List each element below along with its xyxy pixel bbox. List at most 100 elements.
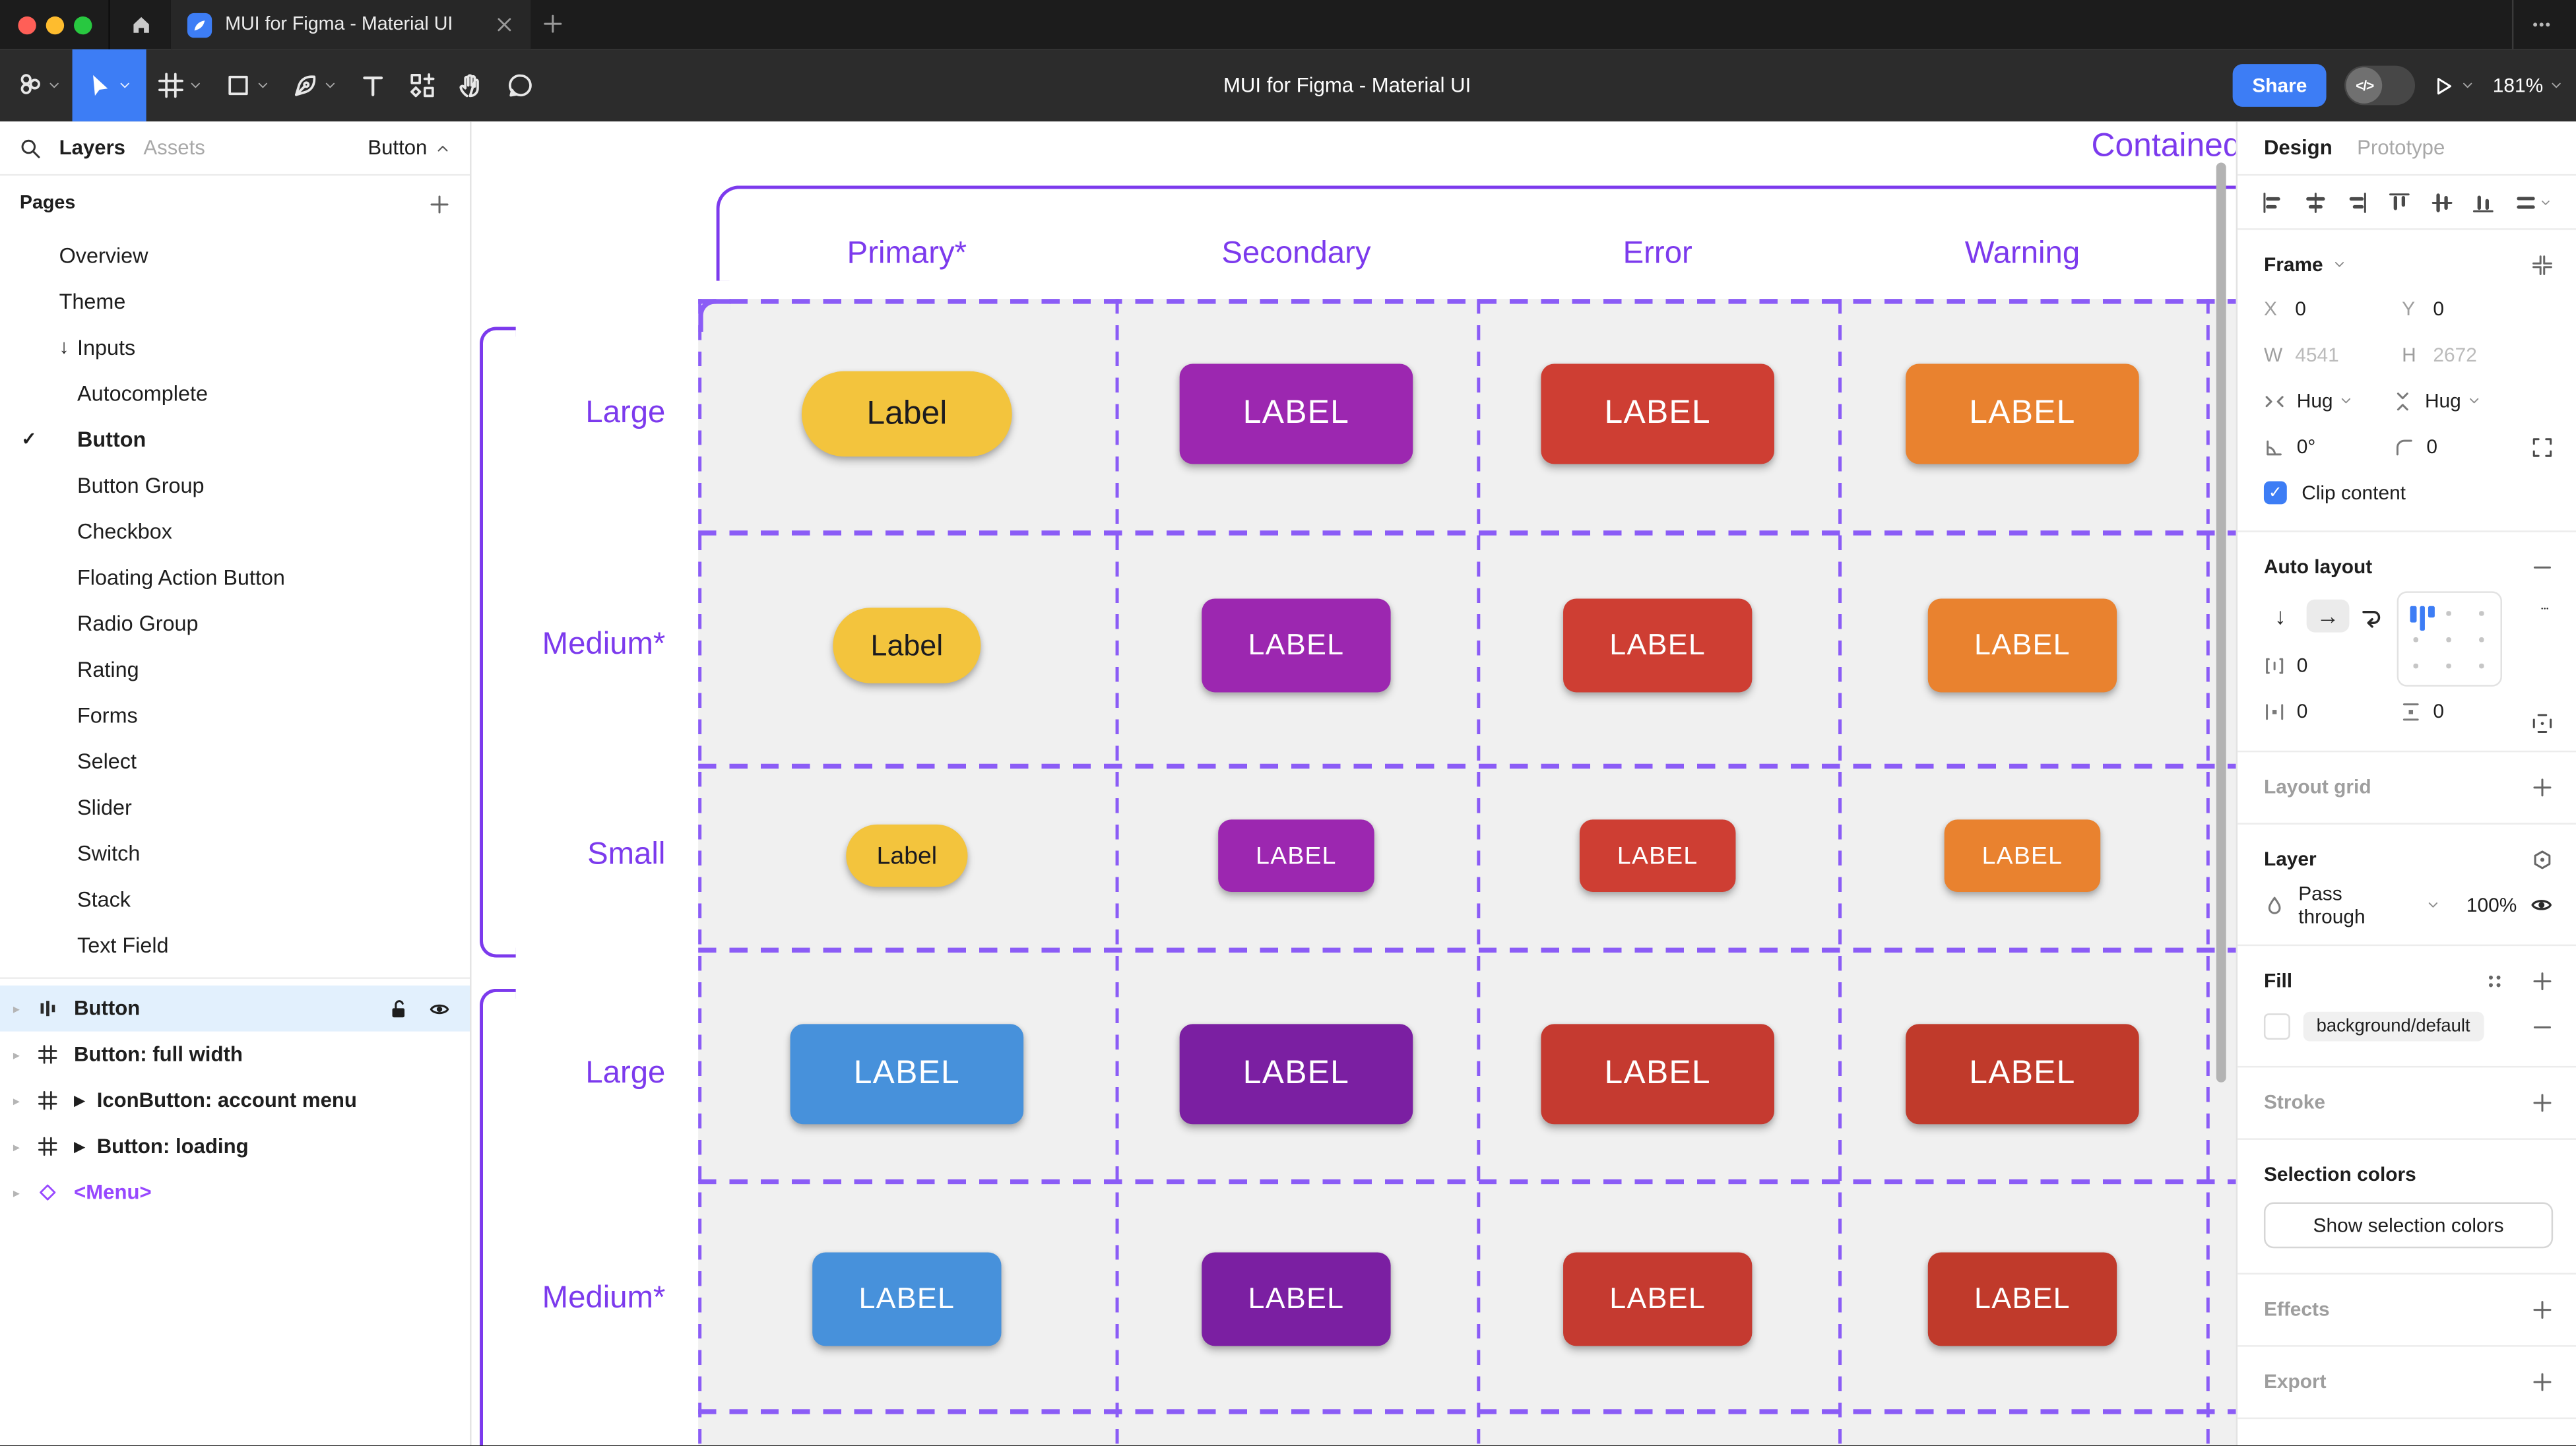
expand-chevron-icon[interactable]: ▸ [13,1139,20,1154]
layer-visibility-icon[interactable] [2530,893,2553,916]
remove-fill-button[interactable] [2532,1016,2553,1037]
comment-tool-button[interactable] [496,49,546,122]
share-button[interactable]: Share [2232,64,2327,107]
canvas-button-r1-c3[interactable]: LABEL [1541,363,1774,464]
align-vertical-center-icon[interactable] [2431,191,2452,212]
traffic-light-minimize[interactable] [46,16,65,35]
canvas-button-r3-c4[interactable]: LABEL [1944,819,2101,892]
sidebar-page-select[interactable]: Select [0,738,470,784]
align-bottom-icon[interactable] [2473,191,2494,212]
frame-section-title[interactable]: Frame [2263,253,2323,276]
tab-layers[interactable]: Layers [59,136,126,160]
sidebar-page-overview[interactable]: Overview [0,232,470,278]
add-page-button[interactable] [429,193,450,214]
move-tool-button[interactable] [72,49,146,122]
traffic-light-zoom[interactable] [74,16,92,35]
window-overflow-menu[interactable] [2530,15,2553,34]
horizontal-padding-field[interactable]: 0 [2296,699,2308,723]
fill-style-chip[interactable]: background/default [2303,1011,2484,1042]
add-fill-button[interactable] [2532,970,2553,991]
canvas-button-r4-c3[interactable]: LABEL [1541,1024,1774,1125]
fill-styles-icon[interactable] [2484,970,2505,991]
sidebar-page-rating[interactable]: Rating [0,645,470,691]
zoom-level-menu[interactable]: 181% [2493,74,2563,97]
canvas-button-r1-c1[interactable]: Label [802,371,1012,457]
blend-mode-select[interactable]: Pass through [2298,882,2366,928]
layer-row-iconbutton-account-menu[interactable]: ▸ ▶ IconButton: account menu [0,1077,470,1123]
tab-prototype[interactable]: Prototype [2357,136,2445,160]
layout-horizontal-icon[interactable]: → [2306,599,2350,633]
expand-chevron-icon[interactable]: ▸ [13,1047,20,1062]
canvas-button-r2-c1[interactable]: Label [833,608,981,683]
canvas-button-r1-c4[interactable]: LABEL [1906,363,2139,464]
sidebar-page-theme[interactable]: Theme [0,278,470,324]
opacity-field[interactable]: 100% [2466,893,2517,917]
expand-chevron-icon[interactable]: ▸ [13,1092,20,1108]
sidebar-page-switch[interactable]: Switch [0,829,470,875]
collapse-panel-icon[interactable] [2532,254,2553,275]
height-field[interactable]: 2672 [2433,343,2477,367]
canvas-button-r5-c2[interactable]: LABEL [1202,1252,1391,1346]
canvas-button-r2-c2[interactable]: LABEL [1202,598,1391,693]
sidebar-page-button-group[interactable]: Button Group [0,462,470,508]
canvas-button-r3-c3[interactable]: LABEL [1579,819,1736,892]
canvas-button-r4-c2[interactable]: LABEL [1179,1024,1413,1125]
sidebar-page-inputs[interactable]: ↓ Inputs [0,323,470,369]
canvas-button-r1-c2[interactable]: LABEL [1179,363,1413,464]
align-left-icon[interactable] [2262,191,2283,212]
canvas-button-r3-c2[interactable]: LABEL [1218,819,1374,892]
canvas-button-r2-c4[interactable]: LABEL [1927,598,2117,693]
canvas-button-r5-c4[interactable]: LABEL [1927,1252,2117,1346]
align-right-icon[interactable] [2346,191,2367,212]
rotation-field[interactable]: 0° [2296,435,2316,458]
canvas-button-r5-c1[interactable]: LABEL [812,1252,1002,1346]
add-effect-button[interactable] [2532,1298,2553,1319]
item-spacing-field[interactable]: 0 [2296,653,2308,677]
sidebar-page-stack[interactable]: Stack [0,875,470,922]
layer-row-button-full-width[interactable]: ▸ Button: full width [0,1032,470,1078]
canvas-button-r5-c3[interactable]: LABEL [1563,1252,1753,1346]
show-selection-colors-button[interactable]: Show selection colors [2263,1202,2554,1249]
canvas[interactable]: Contained Primary* Secondary Error Warning L… [471,121,2236,1446]
sidebar-page-button[interactable]: ✓ Button [0,416,470,462]
sidebar-page-checkbox[interactable]: Checkbox [0,507,470,553]
apply-variable-icon[interactable] [2532,848,2553,869]
horizontal-resize-value[interactable]: Hug [2296,389,2333,412]
sidebar-page-radio-group[interactable]: Radio Group [0,600,470,646]
canvas-button-r2-c3[interactable]: LABEL [1563,598,1753,693]
add-stroke-button[interactable] [2532,1091,2553,1112]
sidebar-page-autocomplete[interactable]: Autocomplete [0,369,470,416]
independent-corners-icon[interactable] [2532,436,2553,457]
search-icon[interactable] [20,137,41,158]
text-tool-button[interactable] [348,49,398,122]
canvas-button-r4-c4[interactable]: LABEL [1906,1024,2139,1125]
fill-color-swatch[interactable] [2263,1013,2290,1040]
auto-layout-more-options[interactable] [2533,604,2556,612]
expand-chevron-icon[interactable]: ▸ [13,1185,20,1200]
canvas-button-r3-c1[interactable]: Label [846,824,968,887]
layer-row-button[interactable]: ▸ Button [0,985,470,1032]
canvas-scrollbar[interactable] [2216,162,2226,1083]
dev-mode-toggle[interactable]: </> [2344,65,2416,106]
layout-wrap-icon[interactable] [2359,604,2383,628]
home-button[interactable] [108,0,173,49]
pen-tool-button[interactable] [281,49,348,122]
align-horizontal-center-icon[interactable] [2304,191,2325,212]
distribute-menu[interactable] [2515,191,2552,212]
remove-auto-layout-button[interactable] [2532,556,2553,577]
canvas-button-r4-c1[interactable]: LABEL [790,1024,1024,1125]
sidebar-page-forms[interactable]: Forms [0,691,470,738]
tab-design[interactable]: Design [2263,136,2333,160]
lock-open-icon[interactable] [388,998,409,1019]
alignment-pad[interactable] [2397,591,2502,687]
corner-radius-field[interactable]: 0 [2426,435,2438,458]
width-field[interactable]: 4541 [2295,343,2339,367]
add-export-button[interactable] [2532,1371,2553,1392]
align-top-icon[interactable] [2389,191,2410,212]
layout-vertical-icon[interactable]: ↓ [2274,602,2286,629]
y-field[interactable]: 0 [2433,297,2445,321]
layer-row-button-loading[interactable]: ▸ ▶ Button: loading [0,1123,470,1170]
add-layout-grid-button[interactable] [2532,776,2553,797]
tab-assets[interactable]: Assets [143,136,205,160]
hand-tool-button[interactable] [447,49,496,122]
